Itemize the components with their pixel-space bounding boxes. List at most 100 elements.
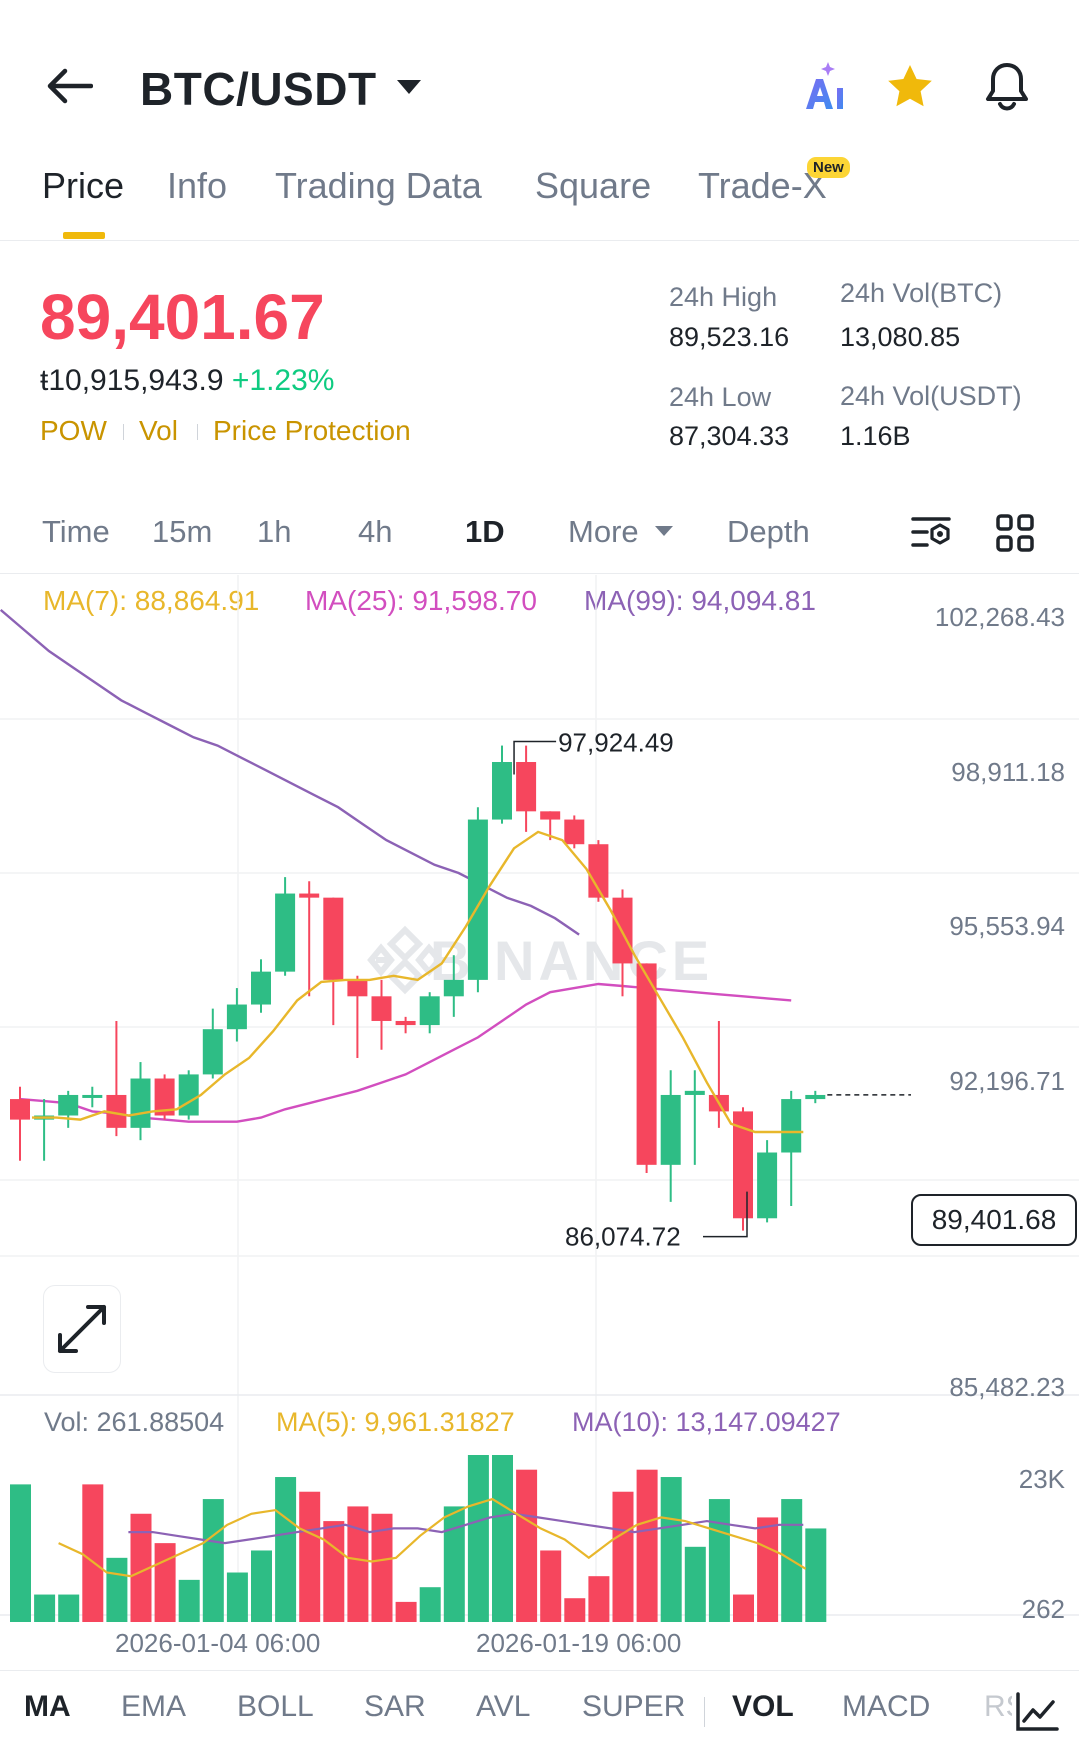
candle-body xyxy=(347,979,368,997)
high-price-label: 97,924.49 xyxy=(558,728,674,758)
fullscreen-expand-button[interactable] xyxy=(43,1285,121,1373)
pair-dropdown-caret-icon[interactable] xyxy=(394,72,424,102)
volume-bar xyxy=(130,1513,152,1622)
volume-bar xyxy=(467,1455,489,1622)
volume-bar xyxy=(82,1484,104,1622)
active-tab-indicator xyxy=(63,232,105,239)
notification-bell-icon[interactable] xyxy=(980,58,1034,114)
candle-body xyxy=(636,963,657,1165)
indicator-macd[interactable]: MACD xyxy=(842,1690,931,1723)
stat-24h-low-label: 24h Low xyxy=(669,382,772,412)
stat-24h-high-value: 89,523.16 xyxy=(669,322,790,352)
candle-body xyxy=(178,1074,199,1116)
volume-ma5-path xyxy=(58,1497,807,1578)
ai-icon[interactable] xyxy=(800,58,850,114)
price-axis-label: 102,268.43 xyxy=(934,602,1065,632)
grid-layout-icon[interactable] xyxy=(992,510,1038,556)
indicator-ma[interactable]: MA xyxy=(24,1690,71,1723)
indicator-vol[interactable]: VOL xyxy=(732,1690,794,1723)
volume-bar xyxy=(299,1491,321,1622)
stat-24h-low-value: 87,304.33 xyxy=(669,421,790,451)
indicator-boll[interactable]: BOLL xyxy=(237,1690,314,1723)
indicator-ema[interactable]: EMA xyxy=(121,1690,187,1723)
interval-4h[interactable]: 4h xyxy=(358,514,393,549)
indicator-separator xyxy=(704,1697,705,1727)
candle-body xyxy=(443,979,464,997)
tab-info[interactable]: Info xyxy=(167,165,228,206)
candle-body xyxy=(564,819,585,845)
candle-body xyxy=(660,1094,681,1165)
volume-bar xyxy=(443,1506,465,1622)
tag-price-protection[interactable]: Price Protection xyxy=(213,415,411,446)
candle-body xyxy=(540,811,561,820)
interval-more[interactable]: More xyxy=(568,514,639,549)
current-price-label: 89,401.68 xyxy=(911,1194,1077,1246)
stat-24h-high-label: 24h High xyxy=(669,282,778,312)
favorite-star-icon[interactable] xyxy=(884,60,936,112)
candles xyxy=(10,745,826,1231)
volume-bar xyxy=(202,1499,224,1622)
candle-body xyxy=(106,1094,127,1128)
volume-bar xyxy=(178,1579,200,1622)
volume-bar xyxy=(323,1521,345,1622)
volume-bar xyxy=(516,1469,538,1622)
candle-body xyxy=(781,1099,802,1153)
candle-body xyxy=(58,1094,79,1116)
volume-bar xyxy=(419,1587,441,1622)
volume-ma10-path xyxy=(128,1512,804,1545)
fiat-price-row: ŧ10,915,943.9 +1.23% xyxy=(40,364,334,398)
volume-bar xyxy=(154,1543,176,1622)
expand-arrows-icon xyxy=(58,1305,106,1353)
volume-bar xyxy=(347,1506,369,1622)
candle-body xyxy=(371,996,392,1021)
volume-bar xyxy=(106,1557,128,1622)
ma7-legend: MA(7): 88,864.91 xyxy=(43,585,260,616)
volume-axis-label: 262 xyxy=(1021,1594,1065,1624)
volume-legend: Vol: 261.88504 xyxy=(44,1407,225,1437)
interval-time[interactable]: Time xyxy=(42,514,110,549)
tabs-divider xyxy=(0,240,1079,241)
stat-24h-vol-btc-label: 24h Vol(BTC) xyxy=(840,278,1003,308)
price-axis-label: 98,911.18 xyxy=(951,757,1065,787)
volume-bar xyxy=(660,1477,682,1622)
ma25-legend: MA(25): 91,598.70 xyxy=(305,585,537,616)
volume-bar xyxy=(371,1513,393,1622)
volume-bar xyxy=(251,1550,272,1622)
low-marker-line xyxy=(703,1191,748,1238)
indicator-sar[interactable]: SAR xyxy=(364,1690,426,1723)
candle-body xyxy=(757,1152,778,1219)
interval-depth[interactable]: Depth xyxy=(727,514,810,549)
candle-body xyxy=(10,1099,30,1120)
price-change-percent: +1.23% xyxy=(231,364,335,397)
candle-body xyxy=(130,1078,151,1128)
date-axis-label: 2026-01-19 06:00 xyxy=(476,1628,682,1658)
tab-price[interactable]: Price xyxy=(42,165,125,206)
tab-trade-x[interactable]: Trade-X xyxy=(698,165,827,206)
tab-square[interactable]: Square xyxy=(535,165,652,206)
volume-bar xyxy=(226,1572,248,1622)
back-arrow-icon[interactable] xyxy=(40,60,100,112)
indicator-super[interactable]: SUPER xyxy=(582,1690,686,1723)
stat-24h-vol-usdt-label: 24h Vol(USDT) xyxy=(840,381,1022,411)
indicator-divider xyxy=(0,1670,1079,1671)
interval-15m[interactable]: 15m xyxy=(152,514,213,549)
stat-24h-vol-usdt-value: 1.16B xyxy=(840,421,911,451)
tag-pow[interactable]: POW xyxy=(40,415,107,446)
volume-bar xyxy=(757,1517,779,1622)
ma7-line xyxy=(32,830,804,1134)
indicator-chart-icon[interactable] xyxy=(1012,1688,1062,1736)
more-caret-icon[interactable] xyxy=(652,520,676,542)
indicator-avl[interactable]: AVL xyxy=(476,1690,531,1723)
low-price-label: 86,074.72 xyxy=(565,1222,681,1252)
tag-vol[interactable]: Vol xyxy=(139,415,178,446)
tab-trading-data[interactable]: Trading Data xyxy=(275,165,482,206)
pair-title[interactable]: BTC/USDT xyxy=(140,63,377,115)
chart-settings-icon[interactable] xyxy=(905,510,957,556)
volume-bar xyxy=(34,1594,56,1622)
volume-ma10-legend: MA(10): 13,147.09427 xyxy=(572,1407,841,1437)
candle-body xyxy=(684,1090,705,1095)
candle-body xyxy=(588,844,609,898)
interval-1h[interactable]: 1h xyxy=(257,514,292,549)
interval-1d[interactable]: 1D xyxy=(465,514,505,549)
